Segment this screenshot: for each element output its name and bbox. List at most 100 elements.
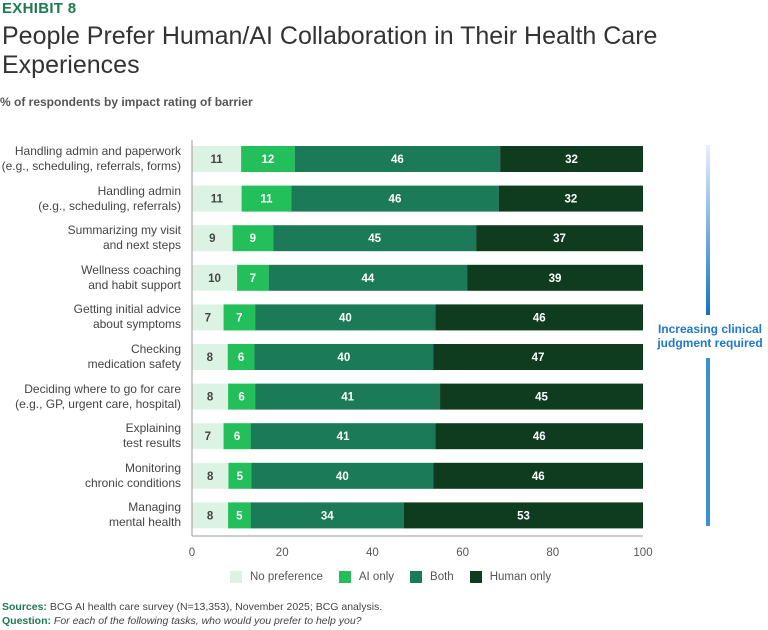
- data-label: 46: [389, 194, 402, 206]
- category-label: Monitoring chronic conditions: [84, 460, 181, 490]
- legend-swatch: [469, 571, 482, 583]
- category-label: Getting initial advice about symptoms: [73, 302, 181, 332]
- category-label: Wellness coaching and habit support: [81, 262, 181, 292]
- clinical-judgment-gradient-top: [706, 145, 710, 315]
- legend-label: Both: [430, 571, 454, 583]
- clinical-judgment-annotation: Increasing clinical judgment required: [657, 322, 763, 350]
- data-label: 34: [321, 510, 334, 522]
- data-label: 32: [565, 154, 578, 166]
- bar-segment-both: [255, 304, 436, 331]
- page-title: People Prefer Human/AI Collaboration in …: [2, 22, 658, 79]
- data-label: 8: [207, 392, 214, 404]
- category-label: Explaining test results: [122, 421, 181, 451]
- bar-segment-no-preference: [192, 423, 224, 450]
- sources-text: BCG AI health care survey (N=13,353), No…: [46, 601, 383, 613]
- data-label: 9: [250, 233, 256, 245]
- data-label: 44: [361, 273, 374, 285]
- legend-label: Human only: [489, 571, 552, 583]
- data-label: 46: [533, 431, 546, 443]
- legend-swatch: [338, 571, 351, 583]
- bar-segment-both: [255, 383, 441, 410]
- data-label: 45: [368, 233, 381, 245]
- bar-segment-both: [250, 502, 404, 529]
- question-note: Question: For each of the following task…: [2, 615, 362, 627]
- data-label: 46: [391, 154, 404, 166]
- bar-segment-ai-only: [228, 383, 256, 410]
- data-label: 10: [208, 273, 221, 285]
- data-label: 46: [532, 471, 545, 483]
- bar-segment-no-preference: [192, 462, 229, 489]
- data-label: 7: [250, 273, 256, 285]
- bar-segment-ai-only: [232, 225, 274, 252]
- data-label: 39: [549, 273, 562, 285]
- category-label: Handling admin and paperwork (e.g., sche…: [1, 144, 181, 173]
- bar-segment-ai-only: [241, 146, 295, 172]
- data-label: 6: [238, 352, 244, 364]
- category-label: Handling admin (e.g., scheduling, referr…: [38, 183, 181, 213]
- legend-label: No preference: [250, 571, 323, 583]
- category-label: Managing mental health: [108, 500, 181, 530]
- bar-segment-ai-only: [228, 462, 252, 489]
- bar-segment-both: [254, 344, 434, 370]
- bar-segment-ai-only: [227, 344, 255, 370]
- legend-swatch: [410, 571, 423, 583]
- x-tick-label: 0: [189, 547, 195, 559]
- legend-item: Human only: [469, 571, 552, 583]
- legend-item: AI only: [338, 571, 395, 583]
- bar-segment-human-only: [435, 423, 643, 450]
- data-label: 53: [517, 510, 530, 522]
- data-label: 5: [236, 510, 243, 522]
- bar-segment-ai-only: [223, 304, 256, 331]
- bar-segment-no-preference: [192, 225, 233, 252]
- legend-item: No preference: [230, 571, 323, 583]
- bar-segment-both: [268, 264, 468, 291]
- data-label: 47: [532, 352, 545, 364]
- data-label: 46: [533, 312, 546, 324]
- bar-segment-no-preference: [192, 344, 228, 370]
- bar-segment-no-preference: [192, 383, 229, 410]
- data-label: 41: [341, 392, 354, 404]
- clinical-judgment-gradient-bottom: [706, 358, 710, 526]
- bar-segment-ai-only: [223, 423, 251, 450]
- bar-segment-no-preference: [192, 502, 229, 529]
- bar-segment-both: [273, 225, 477, 252]
- data-label: 11: [260, 194, 273, 206]
- bar-segment-ai-only: [241, 185, 292, 212]
- category-label: Summarizing my visit and next steps: [67, 223, 181, 253]
- legend-label: AI only: [358, 571, 395, 583]
- data-label: 8: [207, 471, 214, 483]
- bar-segment-both: [251, 462, 434, 489]
- data-label: 11: [211, 194, 224, 206]
- bar-segment-human-only: [403, 502, 643, 529]
- data-label: 37: [553, 233, 566, 245]
- bar-segment-human-only: [498, 185, 643, 212]
- legend-swatch: [230, 571, 242, 583]
- data-label: 9: [209, 233, 215, 245]
- data-label: 12: [262, 154, 275, 166]
- data-label: 40: [339, 312, 352, 324]
- bar-segment-ai-only: [237, 264, 269, 291]
- data-label: 41: [337, 431, 350, 443]
- data-label: 8: [207, 352, 214, 364]
- bar-segment-human-only: [440, 383, 643, 410]
- category-label: Deciding where to go for care (e.g., GP,…: [15, 381, 181, 411]
- data-label: 8: [207, 510, 214, 522]
- data-label: 40: [336, 471, 349, 483]
- bar-segment-human-only: [433, 344, 643, 370]
- data-label: 7: [236, 312, 242, 324]
- legend-item: Both: [410, 571, 454, 583]
- bar-segment-ai-only: [228, 502, 251, 529]
- bar-segment-human-only: [476, 225, 643, 252]
- question-label: Question:: [2, 615, 51, 627]
- bar-segment-human-only: [435, 304, 643, 331]
- legend: No preference AI only Both Human only: [230, 571, 551, 583]
- data-label: 7: [205, 431, 211, 443]
- data-label: 32: [564, 194, 577, 206]
- bar-segment-human-only: [500, 146, 643, 172]
- chart-subtitle: % of respondents by impact rating of bar…: [0, 95, 253, 109]
- data-label: 5: [237, 471, 244, 483]
- data-label: 6: [238, 392, 244, 404]
- sources-label: Sources:: [2, 601, 47, 613]
